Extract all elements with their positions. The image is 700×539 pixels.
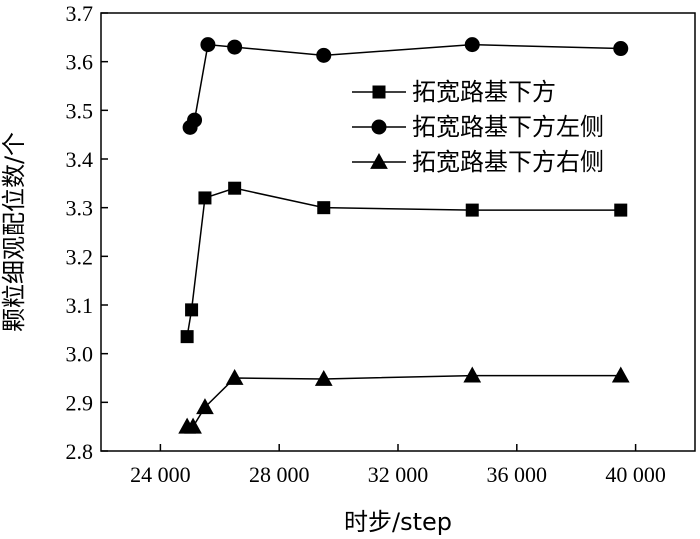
x-axis-title: 时步/step [344,508,452,536]
triangle-marker [463,366,482,383]
series-line [187,374,621,428]
x-tick-label: 28 000 [249,462,310,487]
y-tick-label: 3.1 [66,293,94,318]
series-square [180,181,628,344]
circle-marker [200,37,216,53]
legend-label: 拓宽路基下方 [412,78,556,106]
series-triangle [178,366,630,434]
circle-marker [227,39,243,55]
x-tick-label: 32 000 [368,462,429,487]
legend-item: 拓宽路基下方 [352,78,556,106]
y-tick-label: 3.2 [66,244,94,269]
triangle-marker [184,417,202,434]
y-tick-label: 2.9 [66,390,94,415]
circle-marker [613,41,629,57]
y-axis-title: 颗粒细观配位数/个 [0,132,28,332]
triangle-marker [370,152,388,169]
square-marker [198,191,212,205]
x-tick-label: 24 000 [130,462,191,487]
series-circle [182,37,629,135]
legend-item: 拓宽路基下方左侧 [352,113,604,141]
square-marker [180,330,194,344]
triangle-marker [611,366,630,383]
triangle-marker [225,368,244,385]
square-marker [228,181,242,195]
circle-marker [187,112,203,128]
series-layer [178,37,630,434]
axes: 2.8 2.9 3.0 3.1 3.2 3.3 3.4 3.5 3.6 3.7 24 000 28 0… [66,1,696,487]
x-tick-label: 40 000 [605,462,666,487]
square-marker [372,85,386,99]
plot-frame [100,12,696,452]
x-tick-label: 36 000 [487,462,548,487]
square-marker [185,303,199,317]
square-marker [614,203,628,217]
circle-marker [316,47,332,63]
y-tick-label: 3.3 [66,196,94,221]
legend-label: 拓宽路基下方左侧 [412,113,604,141]
triangle-marker [314,369,333,386]
y-tick-label: 3.5 [66,98,94,123]
square-marker [317,201,331,215]
y-tick-label: 3.0 [66,342,94,367]
legend-label: 拓宽路基下方右侧 [412,148,604,176]
circle-marker [464,37,480,53]
legend-item: 拓宽路基下方右侧 [352,148,604,176]
y-tick-label: 3.6 [66,50,94,75]
y-tick-label: 3.7 [66,1,94,26]
y-tick-label: 3.4 [66,147,94,172]
triangle-marker [196,398,214,415]
circle-marker [371,119,387,135]
series-line [186,187,621,337]
square-marker [465,203,479,217]
y-tick-label: 2.8 [66,439,94,464]
